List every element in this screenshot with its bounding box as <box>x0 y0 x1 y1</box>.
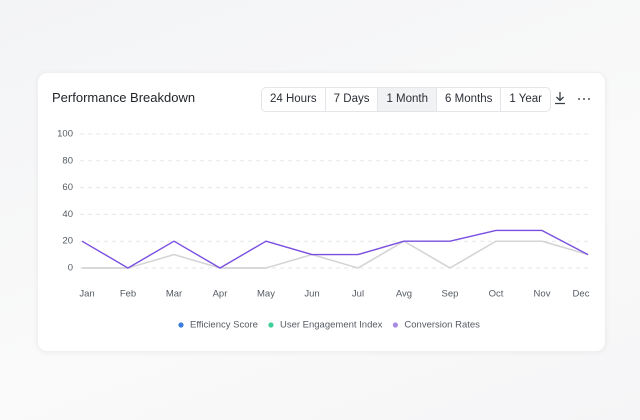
y-tick-label: 60 <box>62 182 73 193</box>
x-tick-label: Jan <box>79 289 94 300</box>
x-tick-label: Mar <box>166 289 182 300</box>
download-icon[interactable] <box>553 91 567 105</box>
y-tick-label: 20 <box>62 236 73 247</box>
x-tick-label: Apr <box>213 289 228 300</box>
card: Performance Breakdown 24 Hours 7 Days 1 Mo… <box>37 72 606 352</box>
period-button[interactable]: 7 Days <box>324 88 378 111</box>
x-tick-label: Avg <box>396 289 412 300</box>
more-icon[interactable] <box>577 91 591 105</box>
x-tick-label: Dec <box>573 289 590 300</box>
y-tick-label: 100 <box>57 129 73 140</box>
legend-label: Efficiency Score <box>190 320 258 331</box>
legend-dot <box>268 322 274 328</box>
legend-dot <box>392 322 399 328</box>
legend-label: User Engagement Index <box>280 320 383 331</box>
legend-dot <box>178 322 184 328</box>
y-tick-label: 80 <box>62 155 73 166</box>
x-tick-label: Jul <box>352 289 364 300</box>
y-tick-label: 40 <box>62 209 73 220</box>
x-tick-label: Sep <box>442 289 459 300</box>
x-tick-label: Oct <box>489 289 504 300</box>
series-line <box>82 240 589 269</box>
x-tick-label: Nov <box>534 289 551 300</box>
series-line <box>81 229 589 269</box>
x-tick-label: May <box>257 289 275 300</box>
x-tick-label: Feb <box>120 289 136 300</box>
period-button[interactable]: 6 Months <box>436 88 500 111</box>
period-selector: 24 Hours 7 Days 1 Month 6 Months 1 Year <box>261 87 551 112</box>
y-tick-label: 0 <box>68 263 73 274</box>
period-button[interactable]: 1 Year <box>500 88 550 111</box>
period-button[interactable]: 1 Month <box>377 88 437 111</box>
x-tick-label: Jun <box>304 289 319 300</box>
card-title: Performance Breakdown <box>52 90 196 105</box>
period-button[interactable]: 24 Hours <box>270 93 317 105</box>
legend-label: Conversion Rates <box>404 320 480 331</box>
